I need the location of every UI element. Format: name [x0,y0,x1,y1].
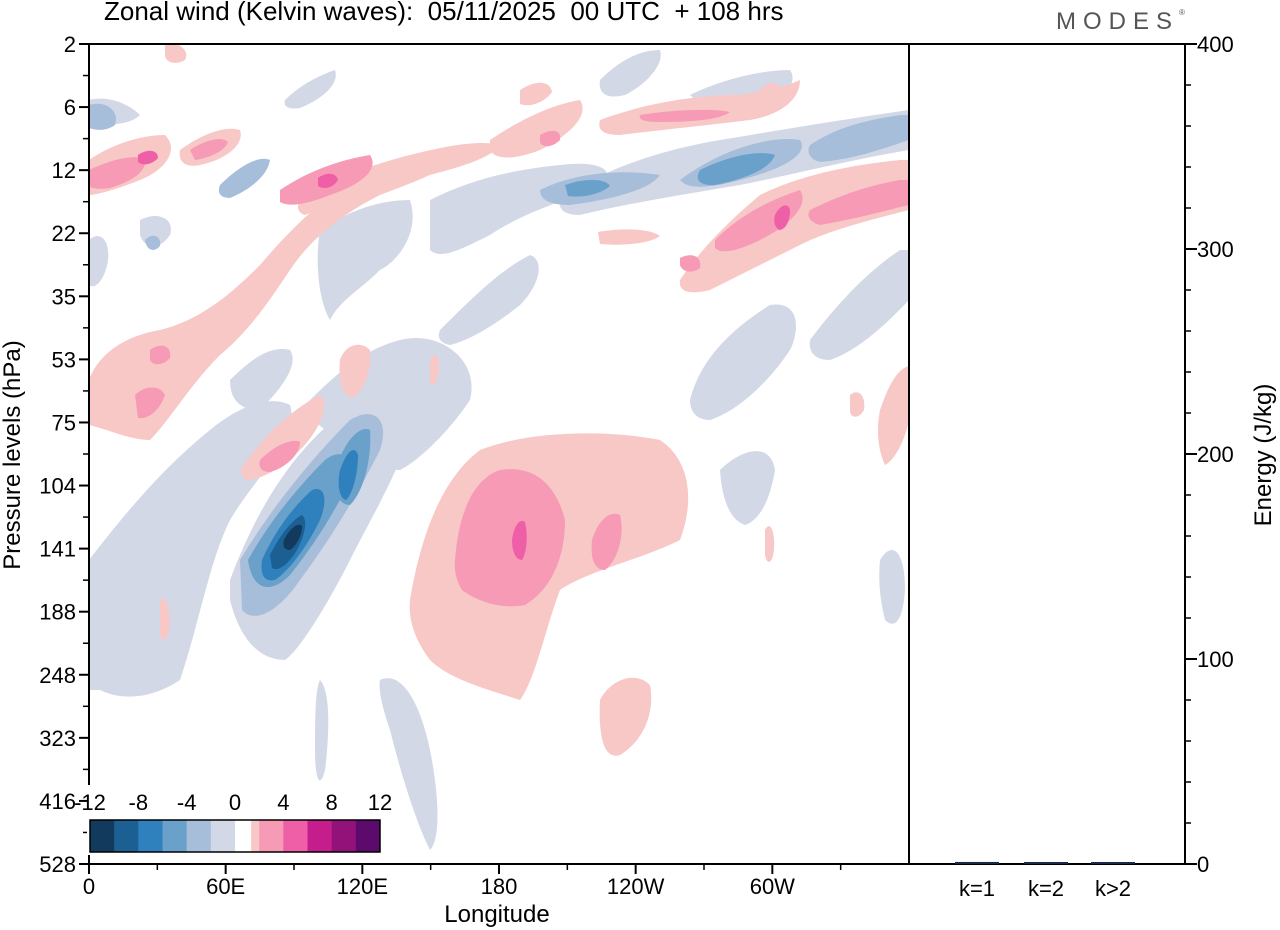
colorbar-label: -12 [74,790,106,815]
energy-bars: k=1 k=2 k>2 [955,861,1135,901]
energy-bar [1024,862,1068,864]
y-tick-label: 323 [39,726,76,751]
colorbar-swatch [90,820,115,852]
energy-category-label: k>2 [1095,876,1131,901]
pos-level-2-contours [89,109,909,607]
energy-tick-label: 100 [1197,647,1234,672]
energy-category-label: k=2 [1028,876,1064,901]
y-tick-label: 6 [64,95,76,120]
energy-axis-title: Energy (J/kg) [1250,384,1277,527]
modes-logo: MODES® [1056,8,1185,36]
colorbar-swatch [114,820,139,852]
colorbar-swatch [186,820,212,852]
y-axis-ticks: 2 6 12 22 35 53 75 104 141 188 248 323 416 528 [39,32,89,877]
x-tick-label: 120E [337,874,388,899]
y-tick-label: 248 [39,663,76,688]
energy-tick-label: 400 [1197,32,1234,57]
y-tick-label: 141 [39,537,76,562]
energy-bar [1091,862,1135,864]
x-tick-label: 60W [750,874,795,899]
energy-axis-ticks: 0 100 200 300 400 [1185,32,1234,877]
colorbar-swatch [162,820,187,852]
colorbar-swatch [259,820,284,852]
energy-category-label: k=1 [959,876,995,901]
x-tick-label: 120W [607,874,665,899]
y-tick-label: 22 [52,221,76,246]
pos-level-3-contours [138,150,790,560]
y-tick-label: 528 [39,852,76,877]
x-axis-title: Longitude [444,901,549,928]
colorbar-label: -8 [129,790,149,815]
y-tick-label: 53 [52,347,76,372]
y-tick-label: 104 [39,474,76,499]
colorbar-swatch [210,820,236,852]
x-tick-label: 0 [83,874,95,899]
energy-tick-label: 0 [1197,852,1209,877]
colorbar-swatch [331,820,357,852]
x-axis-ticks: 0 60E 120E 180 120W 60W [83,864,842,899]
chart-title: Zonal wind (Kelvin waves): 05/11/2025 00… [104,0,784,26]
registered-mark: ® [1179,8,1185,17]
y-tick-label: 12 [52,158,76,183]
x-tick-label: 60E [206,874,245,899]
colorbar-label: 8 [326,790,338,815]
colorbar-zero-swatch [235,820,252,852]
colorbar-label: 4 [277,790,289,815]
colorbar-swatch [283,820,308,852]
energy-tick-label: 300 [1197,237,1234,262]
colorbar-label: -4 [177,790,197,815]
y-tick-label: 35 [52,284,76,309]
colorbar-swatch [355,820,381,852]
x-tick-label: 180 [481,874,518,899]
colorbar-label: 12 [368,790,392,815]
wind-contour-field [89,44,909,850]
colorbar-swatch [307,820,332,852]
brand-text: MODES [1056,8,1180,35]
colorbar: -12 -8 -4 0 4 8 12 [74,785,392,855]
y-tick-label: 416 [39,789,76,814]
colorbar-swatch [138,820,163,852]
energy-tick-label: 200 [1197,442,1234,467]
neg-level-6-contours [283,524,302,550]
y-tick-label: 75 [52,410,76,435]
colorbar-label: 0 [229,790,241,815]
energy-panel-frame [909,43,1186,865]
y-tick-label: 188 [39,600,76,625]
y-tick-label: 2 [64,32,76,57]
energy-bar [955,861,999,864]
colorbar-frame [89,819,381,853]
y-axis-title: Pressure levels (hPa) [0,340,26,569]
